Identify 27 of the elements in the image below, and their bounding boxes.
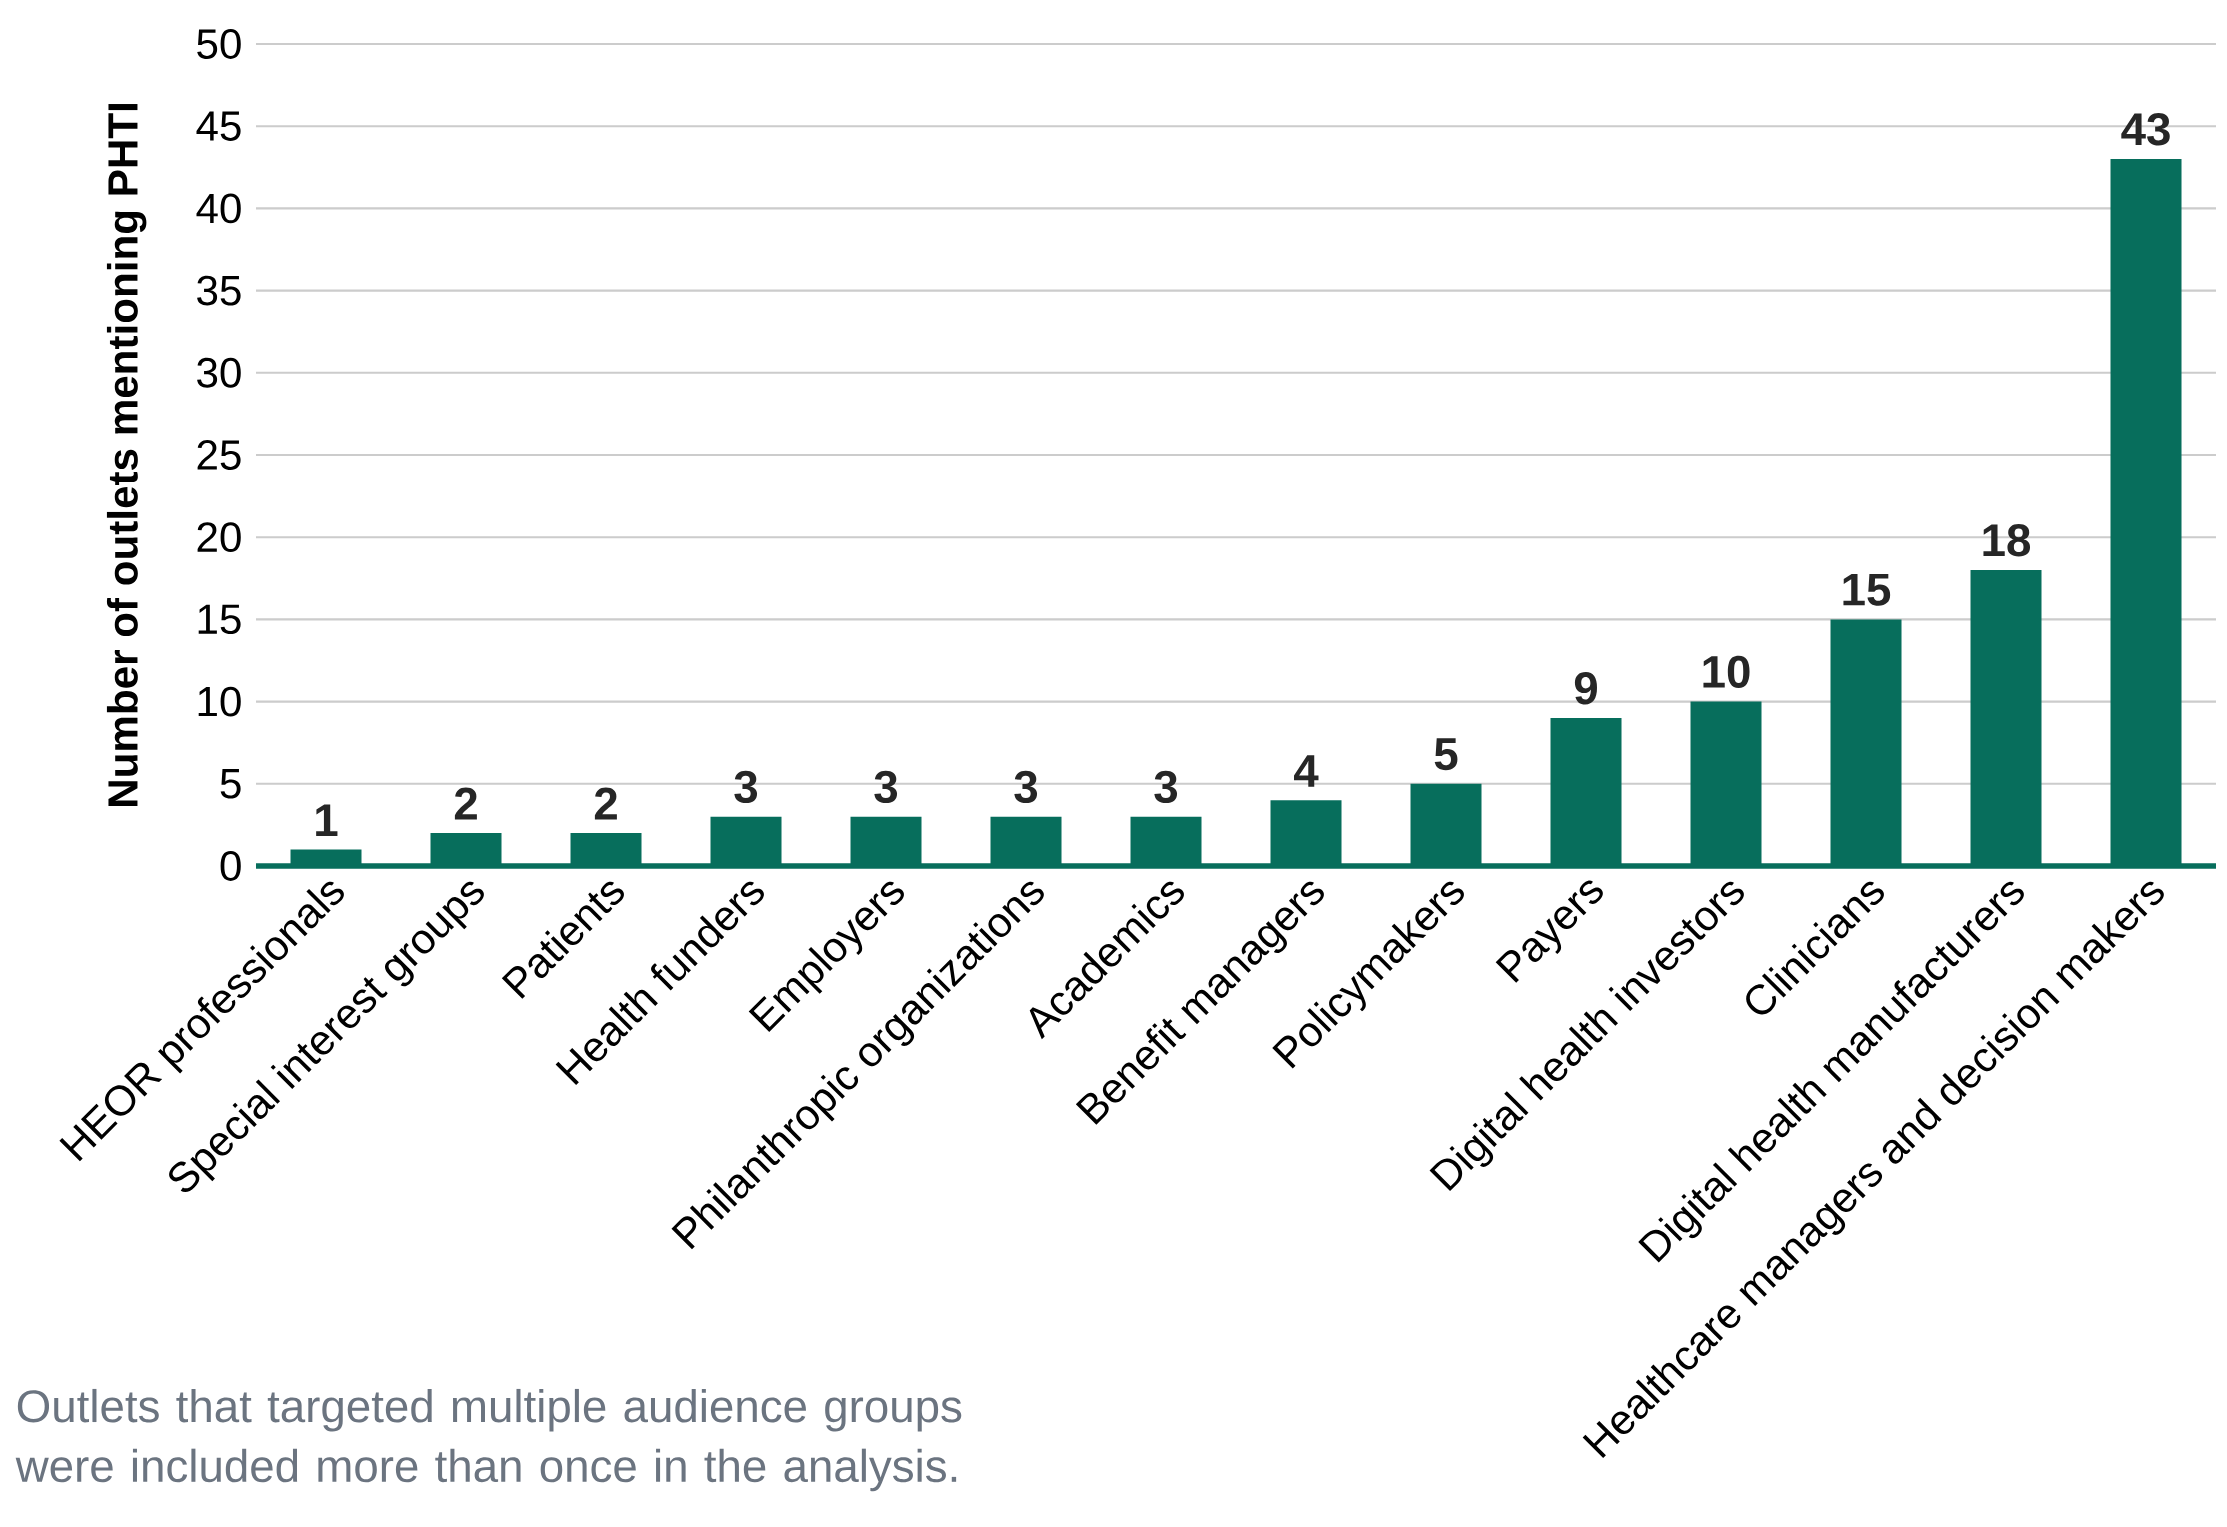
data-label: 3 (1014, 770, 1038, 804)
data-label: 15 (1843, 573, 1891, 606)
data-label: 4 (1294, 755, 1319, 787)
y-tick-label: 30 (197, 357, 241, 388)
data-label: 2 (454, 787, 477, 820)
data-label: 2 (594, 787, 617, 820)
data-label: 3 (734, 770, 758, 804)
data-label: 1 (316, 804, 338, 836)
data-label: 10 (1703, 655, 1750, 688)
y-axis-title: Number of outlets mentioning PHTI (106, 104, 147, 806)
data-label: 5 (1434, 738, 1458, 771)
y-tick-label: 45 (196, 111, 241, 141)
y-tick-label: 35 (197, 275, 241, 306)
data-label: 43 (2121, 113, 2170, 146)
y-tick-label: 15 (198, 604, 241, 635)
y-tick-label: 20 (197, 522, 241, 553)
data-label: 3 (874, 770, 898, 804)
y-tick-label: 0 (220, 851, 241, 881)
y-tick-label: 10 (198, 686, 241, 717)
data-label: 3 (1154, 770, 1178, 804)
y-tick-label: 25 (197, 440, 241, 470)
y-tick-label: 40 (196, 193, 241, 224)
text: Outlets that targeted multiple audience groups were included more than once in the analysis. (15, 1388, 962, 1492)
data-label: 18 (1983, 524, 2031, 557)
y-tick-label: 5 (220, 769, 241, 799)
data-label: 9 (1574, 672, 1597, 705)
y-tick-label: 50 (197, 29, 241, 59)
